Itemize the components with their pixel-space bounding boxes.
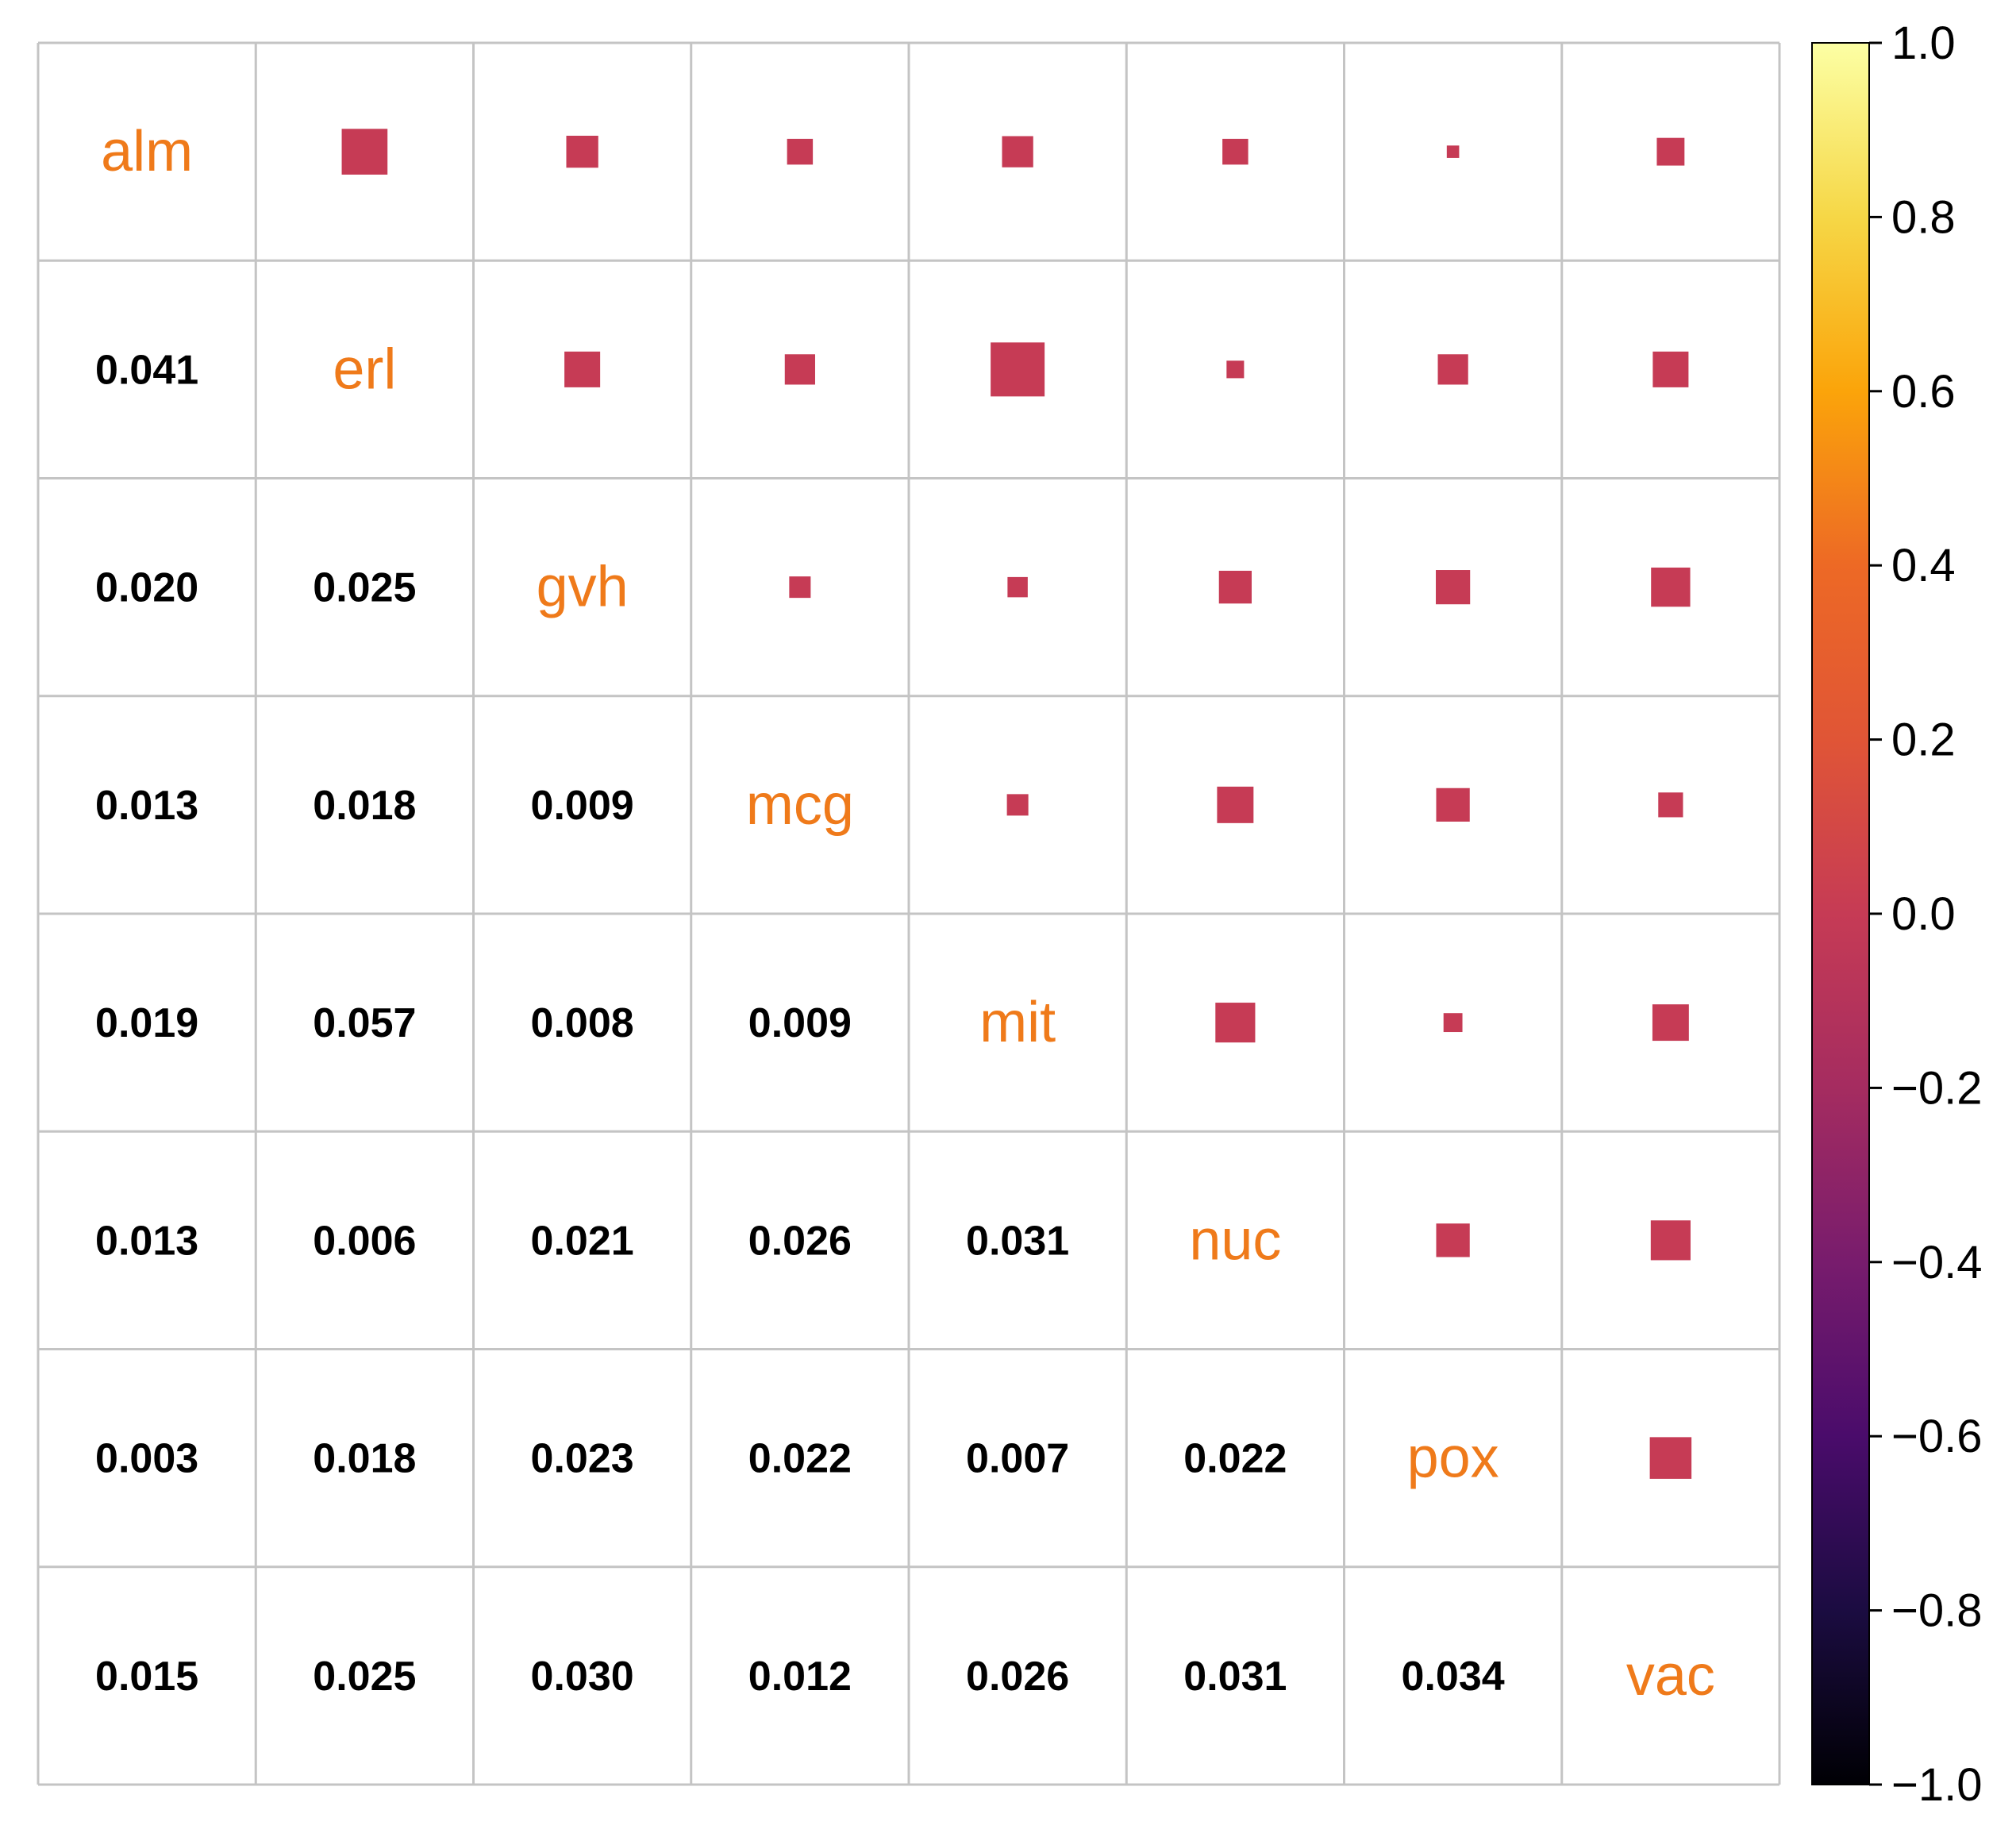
coefficient-label-pox-mcg: 0.022 (748, 1436, 852, 1482)
coefficient-label-erl-alm: 0.041 (95, 347, 198, 393)
coefficient-label-pox-gvh: 0.023 (531, 1436, 634, 1482)
correlation-square-gvh-pox (1436, 570, 1471, 605)
coefficient-label-nuc-gvh: 0.021 (531, 1218, 634, 1264)
matrix-grid (37, 41, 1781, 1786)
colorbar-tick-label: 1.0 (1891, 17, 1956, 69)
colorbar-tick-label: 0.0 (1891, 888, 1956, 940)
correlation-square-gvh-vac (1651, 567, 1691, 607)
correlation-square-alm-erl (341, 129, 388, 175)
coefficient-label-vac-alm: 0.015 (95, 1654, 198, 1700)
correlation-square-alm-gvh (566, 135, 598, 168)
coefficient-label-pox-mit: 0.007 (966, 1436, 1069, 1482)
coefficient-label-nuc-erl: 0.006 (313, 1218, 416, 1264)
correlation-square-mcg-pox (1436, 787, 1470, 822)
colorbar-tick-label: −0.6 (1891, 1411, 1983, 1462)
coefficient-label-pox-alm: 0.003 (95, 1436, 198, 1482)
variable-label-gvh: gvh (537, 556, 629, 619)
correlation-square-erl-mit (991, 342, 1045, 397)
colorbar-tick-label: 0.4 (1891, 540, 1956, 591)
colorbar-gradient (1811, 42, 1870, 1785)
coefficient-label-gvh-alm: 0.020 (95, 565, 198, 611)
colorbar-tick-label: −0.8 (1891, 1585, 1983, 1637)
coefficient-label-pox-nuc: 0.022 (1183, 1436, 1287, 1482)
correlation-square-erl-gvh (564, 351, 601, 387)
correlation-square-alm-mcg (787, 138, 814, 165)
correlation-square-alm-nuc (1222, 138, 1248, 165)
correlation-square-mit-nuc (1215, 1003, 1256, 1043)
coefficient-label-mit-gvh: 0.008 (531, 1000, 634, 1046)
coefficient-label-mcg-gvh: 0.009 (531, 783, 634, 829)
correlation-square-alm-mit (1002, 136, 1033, 168)
coefficient-label-vac-nuc: 0.031 (1183, 1654, 1287, 1700)
coefficient-label-mit-mcg: 0.009 (748, 1000, 852, 1046)
coefficient-label-pox-erl: 0.018 (313, 1436, 416, 1482)
correlation-square-mcg-nuc (1217, 786, 1254, 823)
correlation-square-erl-mcg (784, 354, 815, 385)
coefficient-label-mcg-erl: 0.018 (313, 783, 416, 829)
variable-label-erl: erl (333, 337, 396, 401)
correlation-square-mit-vac (1652, 1004, 1689, 1042)
correlation-square-erl-nuc (1226, 360, 1245, 379)
colorbar-tick-label: 0.8 (1891, 191, 1956, 243)
correlation-square-erl-pox (1437, 354, 1468, 385)
correlation-square-pox-vac (1649, 1437, 1692, 1479)
coefficient-label-nuc-alm: 0.013 (95, 1218, 198, 1264)
correlation-square-mcg-vac (1658, 792, 1683, 818)
correlation-square-mcg-mit (1006, 794, 1029, 816)
correlation-square-nuc-pox (1436, 1223, 1470, 1257)
correlation-square-gvh-mit (1007, 576, 1028, 598)
variable-label-pox: pox (1407, 1427, 1499, 1490)
correlation-square-gvh-mcg (789, 576, 811, 599)
coefficient-label-gvh-erl: 0.025 (313, 565, 416, 611)
coefficient-label-mit-alm: 0.019 (95, 1000, 198, 1046)
colorbar: 1.0 0.8 0.6 0.4 0.2 0.0 −0.2 −0.4 −0.6 −0.8 −1.0 (1811, 17, 1983, 1811)
coefficient-label-vac-mit: 0.026 (966, 1654, 1069, 1700)
correlation-square-alm-vac (1656, 137, 1685, 166)
correlation-square-gvh-nuc (1218, 570, 1252, 604)
coefficient-label-nuc-mcg: 0.026 (748, 1218, 852, 1264)
colorbar-tick-label: 0.6 (1891, 366, 1956, 418)
coefficient-label-vac-erl: 0.025 (313, 1654, 416, 1700)
variable-label-alm: alm (101, 120, 193, 183)
coefficient-label-mit-erl: 0.057 (313, 1000, 416, 1046)
correlation-square-nuc-vac (1650, 1220, 1691, 1261)
variable-label-mcg: mcg (746, 773, 854, 837)
colorbar-tick-label: −0.4 (1891, 1237, 1983, 1288)
coefficient-label-mcg-alm: 0.013 (95, 783, 198, 829)
colorbar-tick-label: −1.0 (1891, 1759, 1983, 1811)
coefficient-label-vac-mcg: 0.012 (748, 1654, 852, 1700)
variable-label-vac: vac (1626, 1644, 1715, 1708)
matrix-cells: alm 0.041 erl 0.020 0.025 gvh 0.013 0.018 0.009 m… (95, 120, 1715, 1708)
coefficient-label-vac-pox: 0.034 (1402, 1654, 1505, 1700)
colorbar-tick-label: 0.2 (1891, 714, 1956, 766)
colorbar-tick-label: −0.2 (1891, 1062, 1983, 1114)
correlation-square-alm-pox (1446, 145, 1460, 158)
coefficient-label-nuc-mit: 0.031 (966, 1218, 1069, 1264)
coefficient-label-vac-gvh: 0.030 (531, 1654, 634, 1700)
correlation-square-mit-pox (1443, 1013, 1463, 1033)
variable-label-nuc: nuc (1189, 1208, 1281, 1272)
variable-label-mit: mit (979, 991, 1056, 1054)
correlation-square-erl-vac (1652, 351, 1689, 387)
